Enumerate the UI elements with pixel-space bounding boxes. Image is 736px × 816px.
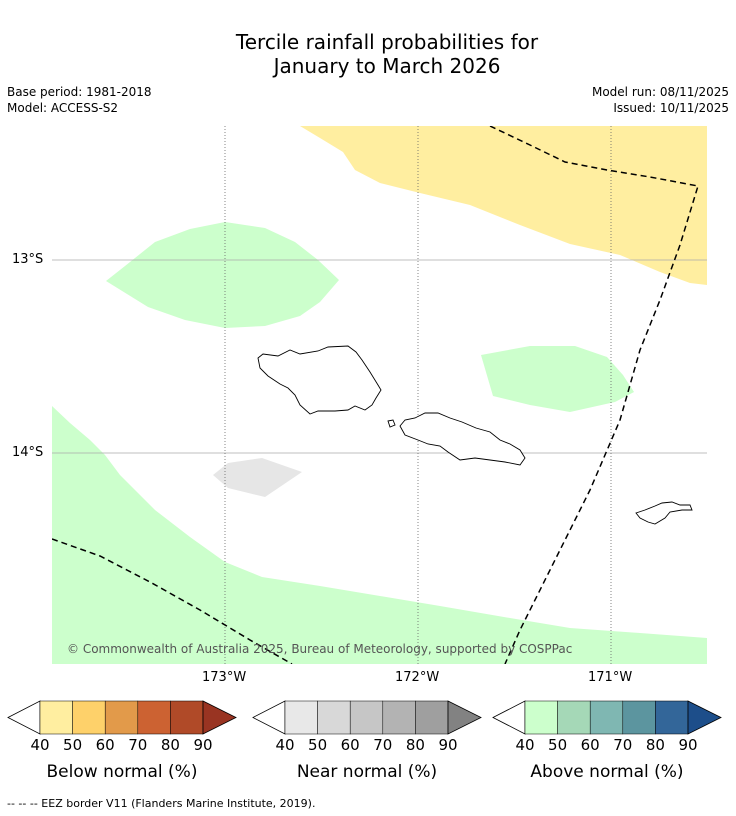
below-colorbar-tick-label: 40 xyxy=(30,736,50,754)
tutuila-island xyxy=(635,501,693,525)
model-label: Model: ACCESS-S2 xyxy=(7,101,119,115)
near-colorbar-title: Near normal (%) xyxy=(296,762,438,782)
lon-label-172w: 172°W xyxy=(395,670,440,685)
latitude-gridlines xyxy=(52,259,707,454)
below-colorbar-tick-label: 70 xyxy=(128,736,148,754)
near-colorbar-tick-label: 90 xyxy=(438,736,458,754)
lat-label-13s: 13°S xyxy=(12,252,44,267)
title-line-2: January to March 2026 xyxy=(273,54,501,78)
model-run-label: Model run: 08/11/2025 xyxy=(591,85,729,99)
meta-right: Model run: 08/11/2025 Issued: 10/11/2025 xyxy=(592,84,729,116)
lat-label-14s: 14°S xyxy=(12,445,44,460)
near-colorbar-segment xyxy=(382,700,416,735)
issued-label: Issued: 10/11/2025 xyxy=(613,101,729,115)
above-colorbar-tick-label: 40 xyxy=(515,736,535,754)
below-colorbar-max-arrow xyxy=(202,700,237,735)
near-colorbar-tick-label: 70 xyxy=(373,736,393,754)
near-colorbar-segment xyxy=(284,700,318,735)
above-normal-region-north xyxy=(106,222,339,328)
below-colorbar-min-arrow xyxy=(7,700,41,735)
near-colorbar-tick-label: 60 xyxy=(340,736,360,754)
above-normal-region-east xyxy=(481,346,634,412)
near-colorbar-tick-label: 40 xyxy=(275,736,295,754)
above-colorbar-max-arrow xyxy=(687,700,722,735)
above-colorbar-tick-label: 90 xyxy=(678,736,698,754)
lon-label-173w: 173°W xyxy=(202,670,247,685)
near-colorbar-segment xyxy=(317,700,351,735)
below-normal-region xyxy=(300,126,707,285)
meta-left: Base period: 1981-2018 Model: ACCESS-S2 xyxy=(7,84,152,116)
near-colorbar-tick-label: 50 xyxy=(308,736,328,754)
near-colorbar-segment xyxy=(415,700,449,735)
copyright-text: © Commonwealth of Australia 2025, Bureau… xyxy=(67,642,572,656)
above-colorbar-min-arrow xyxy=(492,700,526,735)
below-colorbar-segment xyxy=(39,700,73,735)
near-colorbar-max-arrow xyxy=(447,700,482,735)
near-colorbar-tick-label: 80 xyxy=(405,736,425,754)
below-colorbar-segment xyxy=(104,700,139,735)
colorbars xyxy=(7,700,722,735)
above-colorbar-tick-label: 80 xyxy=(645,736,665,754)
manono-islet xyxy=(387,419,396,428)
title-line-1: Tercile rainfall probabilities for xyxy=(235,30,539,54)
lon-label-171w: 171°W xyxy=(588,670,633,685)
below-colorbar-segment xyxy=(170,700,204,735)
above-colorbar-tick-label: 60 xyxy=(580,736,600,754)
above-colorbar-segment xyxy=(589,700,624,735)
map-area xyxy=(52,126,707,664)
near-colorbar-min-arrow xyxy=(252,700,286,735)
upolu-island xyxy=(399,412,526,466)
above-colorbar-title: Above normal (%) xyxy=(530,762,684,782)
above-colorbar-segment xyxy=(524,700,558,735)
below-colorbar-tick-label: 80 xyxy=(160,736,180,754)
above-colorbar-tick-label: 70 xyxy=(613,736,633,754)
above-colorbar-tick-label: 50 xyxy=(548,736,568,754)
near-colorbar-segment xyxy=(349,700,384,735)
map-title: Tercile rainfall probabilities for Janua… xyxy=(0,30,736,78)
savaii-island xyxy=(257,345,382,415)
islands xyxy=(257,345,693,525)
above-colorbar-segment xyxy=(557,700,591,735)
above-colorbar-segment xyxy=(655,700,689,735)
below-colorbar-title: Below normal (%) xyxy=(46,762,198,782)
above-normal-region-south xyxy=(52,406,707,664)
below-colorbar-segment xyxy=(137,700,171,735)
eez-border xyxy=(52,126,699,664)
below-colorbar-segment xyxy=(72,700,106,735)
base-period-label: Base period: 1981-2018 xyxy=(7,85,152,99)
above-colorbar-segment xyxy=(622,700,656,735)
near-normal-region xyxy=(213,458,302,497)
below-colorbar-tick-label: 90 xyxy=(193,736,213,754)
below-colorbar-tick-label: 60 xyxy=(95,736,115,754)
below-colorbar-tick-label: 50 xyxy=(63,736,83,754)
footer-note: -- -- -- EEZ border V11 (Flanders Marine… xyxy=(7,797,316,810)
